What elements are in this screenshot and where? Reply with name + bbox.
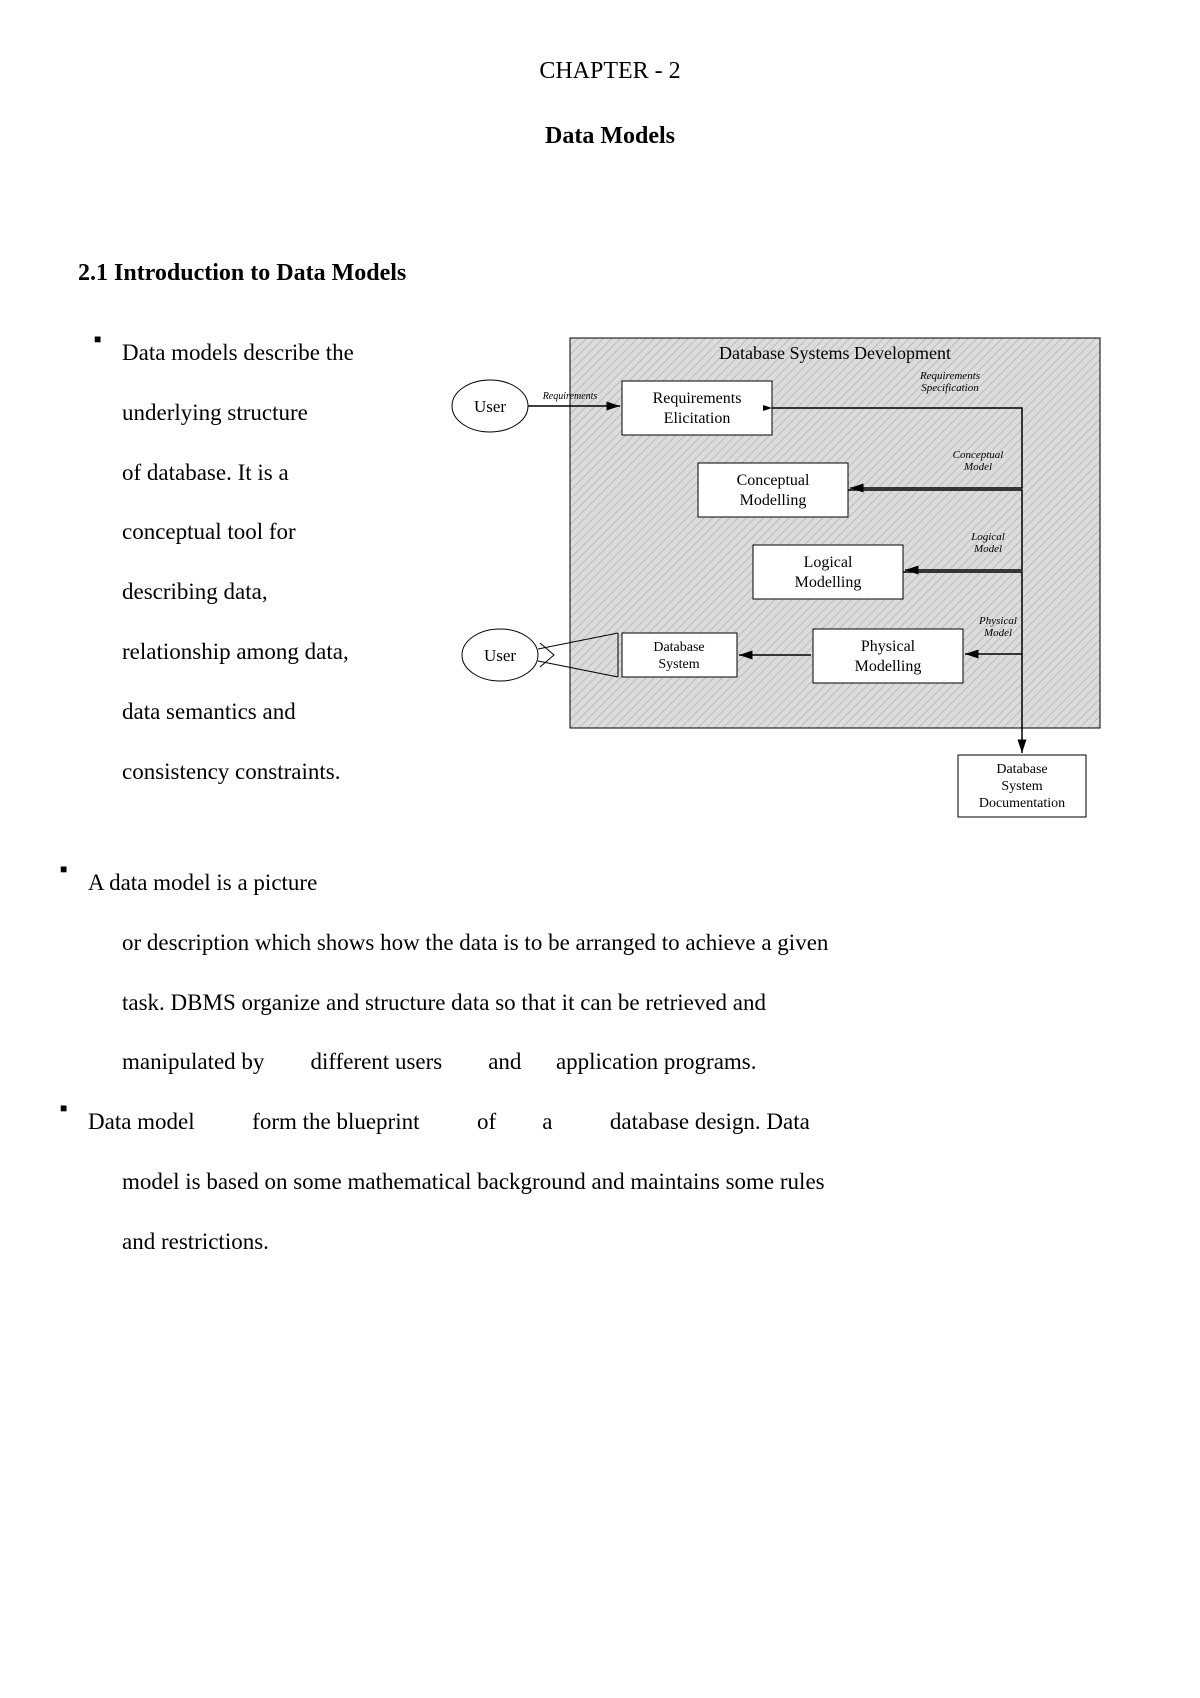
logmodel-l2: Model (973, 543, 1002, 555)
bullet-2-line-4: manipulated by different users and appli… (78, 1032, 1142, 1092)
bullet-1-line-1: Data models describe the (78, 323, 418, 383)
concmodel-l2: Model (963, 461, 992, 473)
concmodel-l1: Conceptual (953, 449, 1004, 461)
phys-box-l1: Physical (861, 638, 916, 655)
bullet-2-line-3: task. DBMS organize and structure data s… (78, 973, 1142, 1033)
bullet-2-line-1: A data model is a picture (44, 853, 1142, 913)
doc-l3: Documentation (979, 796, 1065, 811)
dbsys-l1: Database (653, 640, 704, 655)
bullet-1-line-2: underlying structure (78, 383, 418, 443)
physmodel-l1: Physical (978, 615, 1017, 627)
dbsys-l2: System (658, 657, 699, 672)
section-heading: 2.1 Introduction to Data Models (78, 260, 1142, 287)
bullet-text-column: Data models describe the underlying stru… (78, 323, 418, 853)
conc-box-l1: Conceptual (737, 472, 810, 489)
reqspec-l2: Specification (921, 382, 979, 394)
log-box-l2: Modelling (795, 574, 862, 591)
user-1-label: User (474, 397, 506, 416)
doc-l2: System (1001, 779, 1042, 794)
chapter-label: CHAPTER - 2 (78, 58, 1142, 85)
bullet-1-line-7: data semantics and (78, 682, 418, 742)
bullet-1-line-8: consistency constraints. (78, 742, 418, 802)
lower-text: A data model is a picture or description… (78, 853, 1142, 1272)
bullet-1-line-3: of database. It is a (78, 443, 418, 503)
reqspec-l1: Requirements (919, 370, 980, 382)
development-diagram: Database Systems Development User Requir… (430, 333, 1110, 853)
req-box-l1: Requirements (653, 390, 742, 407)
req-box-l2: Elicitation (664, 410, 731, 427)
doc-l1: Database (996, 762, 1047, 777)
log-box-l1: Logical (804, 554, 853, 571)
bullet-3-line-2: model is based on some mathematical back… (78, 1152, 1142, 1212)
phys-box-l2: Modelling (855, 658, 922, 675)
bullet-1-line-4: conceptual tool for (78, 502, 418, 562)
bullet-3-line-3: and restrictions. (78, 1212, 1142, 1272)
diagram-container: Database Systems Development User Requir… (430, 323, 1142, 853)
user-2-label: User (484, 646, 516, 665)
content-row: Data models describe the underlying stru… (78, 323, 1142, 853)
physmodel-l2: Model (983, 627, 1012, 639)
conc-box-l2: Modelling (740, 492, 807, 509)
logmodel-l1: Logical (970, 531, 1005, 543)
bullet-1-line-5: describing data, (78, 562, 418, 622)
diagram-title: Database Systems Development (719, 343, 951, 363)
bullet-3-line-1: Data model form the blueprint of a datab… (44, 1092, 1142, 1152)
bullet-2-line-2: or description which shows how the data … (78, 913, 1142, 973)
bullet-1-line-6: relationship among data, (78, 622, 418, 682)
chapter-title: Data Models (78, 123, 1142, 150)
requirements-arrow-label: Requirements (542, 391, 598, 402)
